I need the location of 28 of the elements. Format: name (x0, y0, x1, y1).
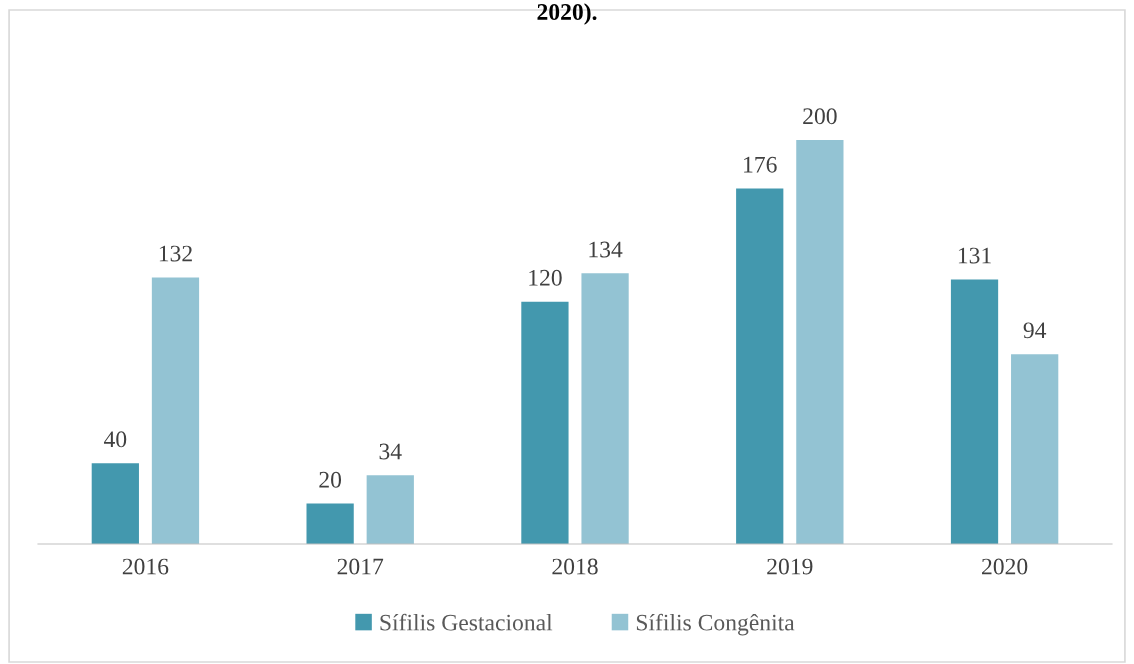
data-label: 132 (159, 245, 192, 262)
bar (366, 475, 414, 544)
x-tick-label: 2017 (337, 558, 384, 575)
data-label: 134 (589, 241, 623, 258)
bar (306, 503, 354, 544)
bar (950, 279, 999, 544)
data-label: 131 (958, 247, 991, 264)
bar (796, 140, 844, 544)
chart-title: 2020). (537, 3, 597, 25)
bar (521, 301, 569, 544)
bar (736, 188, 784, 544)
data-label: 200 (803, 108, 837, 125)
data-label: 176 (744, 156, 777, 173)
data-label: 20 (319, 471, 342, 488)
legend-label: Sífilis Congênita (636, 613, 795, 636)
x-tick-label: 2016 (122, 558, 169, 575)
data-label: 120 (529, 269, 562, 286)
data-label: 34 (379, 443, 402, 460)
bar (1011, 354, 1059, 544)
x-tick-label: 2018 (552, 558, 598, 575)
bar (151, 277, 200, 544)
x-tick-label: 2019 (767, 558, 813, 575)
bar (581, 273, 629, 544)
bar (91, 463, 139, 544)
x-tick-label: 2020 (982, 558, 1028, 575)
legend-label: Sífilis Gestacional (380, 613, 553, 631)
data-label: 40 (103, 431, 127, 448)
data-label: 94 (1023, 322, 1047, 339)
